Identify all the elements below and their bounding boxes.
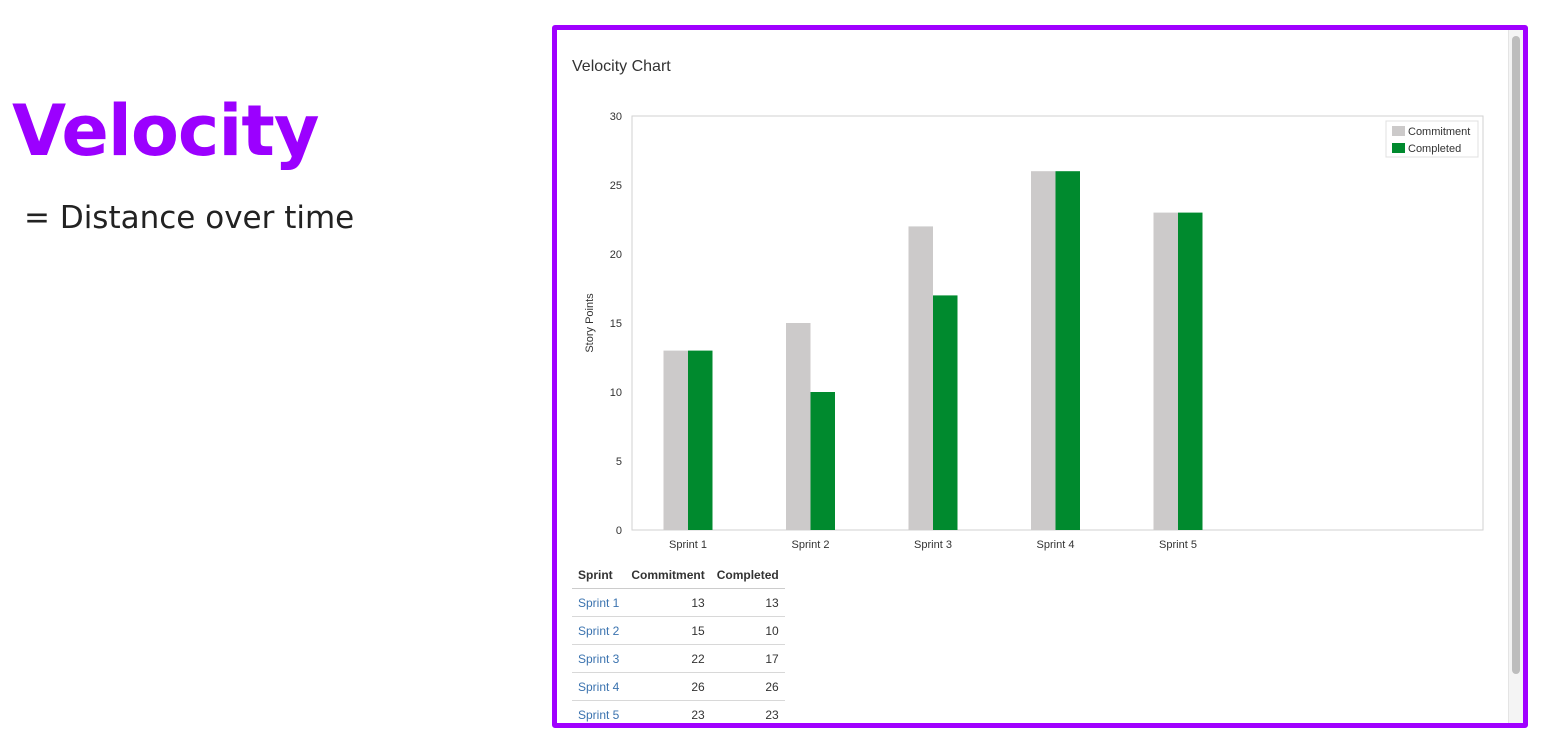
completed-cell: 17: [710, 644, 785, 673]
commitment-cell: 13: [625, 588, 711, 617]
commitment-bar: [1031, 171, 1056, 530]
commitment-cell: 23: [625, 700, 711, 723]
y-tick-label: 0: [616, 525, 622, 537]
y-axis-label: Story Points: [584, 293, 596, 353]
completed-cell: 13: [710, 588, 785, 617]
y-tick-label: 20: [610, 249, 622, 261]
completed-bar: [1178, 212, 1203, 530]
legend-swatch-completed: [1392, 143, 1405, 153]
slide-subtitle: = Distance over time: [24, 200, 355, 236]
x-tick-label: Sprint 3: [914, 539, 952, 551]
commitment-cell: 26: [625, 672, 711, 701]
table-header-row: Sprint Commitment Completed: [572, 561, 785, 589]
column-header-completed: Completed: [710, 561, 785, 589]
column-header-sprint: Sprint: [572, 561, 626, 589]
scrollbar-thumb[interactable]: [1512, 36, 1520, 674]
x-tick-label: Sprint 1: [669, 539, 707, 551]
velocity-chart-panel: Velocity Chart 0 5 10 15 20 25 30 Story Points S…: [552, 25, 1528, 728]
table-row: Sprint 2 15 10: [572, 616, 785, 645]
x-tick-label: Sprint 5: [1159, 539, 1197, 551]
sprint-link[interactable]: Sprint 4: [572, 672, 626, 701]
sprint-link[interactable]: Sprint 5: [572, 700, 626, 723]
y-tick-label: 5: [616, 456, 622, 468]
legend-label: Completed: [1408, 143, 1461, 155]
completed-cell: 10: [710, 616, 785, 645]
y-tick-label: 10: [610, 387, 622, 399]
chart-title: Velocity Chart: [572, 58, 671, 75]
commitment-bar: [786, 323, 811, 530]
commitment-cell: 22: [625, 644, 711, 673]
x-tick-label: Sprint 2: [792, 539, 830, 551]
table-row: Sprint 4 26 26: [572, 672, 785, 701]
table-row: Sprint 3 22 17: [572, 644, 785, 673]
completed-bar: [688, 350, 713, 530]
y-tick-label: 15: [610, 318, 622, 330]
y-tick-label: 25: [610, 180, 622, 192]
slide-title: Velocity: [12, 90, 319, 172]
completed-bar: [1055, 171, 1080, 530]
x-tick-label: Sprint 4: [1037, 539, 1075, 551]
velocity-table: Sprint Commitment Completed Sprint 1 13 …: [572, 561, 785, 723]
commitment-bar: [663, 350, 688, 530]
velocity-bar-chart: 0 5 10 15 20 25 30 Story Points Sprint 1 Sprint 2…: [584, 111, 1484, 551]
sprint-link[interactable]: Sprint 2: [572, 616, 626, 645]
completed-cell: 23: [710, 700, 785, 723]
table-row: Sprint 1 13 13: [572, 588, 785, 617]
completed-bar: [810, 392, 835, 530]
commitment-bar: [1153, 212, 1178, 530]
sprint-link[interactable]: Sprint 3: [572, 644, 626, 673]
completed-cell: 26: [710, 672, 785, 701]
table-row: Sprint 5 23 23: [572, 700, 785, 723]
commitment-cell: 15: [625, 616, 711, 645]
commitment-bar: [908, 226, 933, 530]
completed-bar: [933, 295, 958, 530]
legend-label: Commitment: [1408, 126, 1470, 138]
sprint-link[interactable]: Sprint 1: [572, 588, 626, 617]
legend-swatch-commitment: [1392, 126, 1405, 136]
vertical-scrollbar[interactable]: [1508, 30, 1523, 723]
column-header-commitment: Commitment: [625, 561, 711, 589]
y-tick-label: 30: [610, 111, 622, 123]
